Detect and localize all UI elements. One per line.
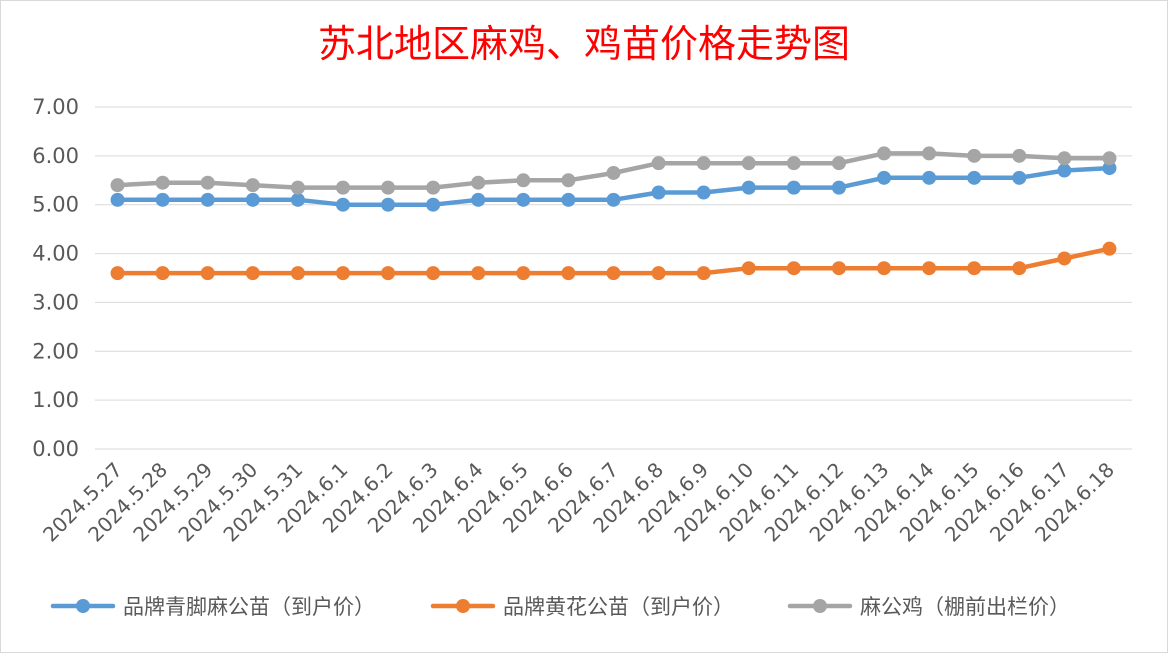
data-point	[426, 180, 441, 195]
data-point	[1057, 163, 1072, 178]
data-point	[651, 156, 666, 171]
data-point	[1102, 151, 1117, 166]
data-point	[651, 266, 666, 281]
data-point	[516, 173, 531, 188]
y-tick-label: 7.00	[32, 95, 79, 119]
data-point	[1102, 241, 1117, 256]
y-tick-label: 6.00	[32, 144, 79, 168]
data-point	[516, 266, 531, 281]
legend-swatch-marker	[456, 599, 470, 613]
data-point	[110, 192, 125, 207]
chart-title: 苏北地区麻鸡、鸡苗价格走势图	[318, 22, 850, 66]
data-point	[290, 266, 305, 281]
data-point	[426, 266, 441, 281]
data-point	[1012, 148, 1027, 163]
legend-label: 麻公鸡（棚前出栏价）	[860, 595, 1070, 619]
data-point	[1057, 151, 1072, 166]
data-point	[606, 165, 621, 180]
data-point	[1102, 161, 1117, 176]
data-point	[741, 261, 756, 276]
legend-item-1: 品牌青脚麻公苗（到户价）	[50, 595, 375, 619]
data-point	[786, 261, 801, 276]
data-point	[651, 185, 666, 200]
data-point	[967, 170, 982, 185]
data-point	[290, 192, 305, 207]
data-point	[155, 175, 170, 190]
data-point	[696, 185, 711, 200]
data-point	[831, 261, 846, 276]
legend-label: 品牌青脚麻公苗（到户价）	[123, 595, 375, 619]
data-point	[786, 156, 801, 171]
data-point	[606, 192, 621, 207]
legend-swatch-marker	[76, 599, 90, 613]
data-point	[110, 178, 125, 193]
data-point	[561, 192, 576, 207]
data-point	[922, 170, 937, 185]
series-2	[110, 241, 1117, 281]
data-point	[200, 175, 215, 190]
y-tick-label: 0.00	[32, 437, 79, 461]
legend-item-3: 麻公鸡（棚前出栏价）	[787, 595, 1070, 619]
data-point	[516, 192, 531, 207]
data-point	[967, 261, 982, 276]
data-point	[786, 180, 801, 195]
data-point	[335, 180, 350, 195]
data-point	[561, 266, 576, 281]
data-point	[696, 266, 711, 281]
y-tick-label: 4.00	[32, 242, 79, 266]
data-point	[877, 146, 892, 161]
data-point	[200, 266, 215, 281]
data-point	[290, 180, 305, 195]
y-tick-label: 5.00	[32, 193, 79, 217]
data-point	[471, 175, 486, 190]
data-point	[922, 261, 937, 276]
y-axis-tick-labels: 0.00 1.00 2.00 3.00 4.00 5.00 6.00 7.00	[32, 95, 79, 461]
data-point	[922, 146, 937, 161]
data-point	[877, 170, 892, 185]
data-point	[471, 266, 486, 281]
data-point	[245, 266, 260, 281]
data-point	[155, 192, 170, 207]
data-point	[696, 156, 711, 171]
data-point	[155, 266, 170, 281]
data-point	[741, 156, 756, 171]
y-tick-label: 2.00	[32, 339, 79, 363]
data-point	[831, 156, 846, 171]
series-1	[110, 161, 1117, 212]
series-lines	[110, 146, 1117, 281]
legend: 品牌青脚麻公苗（到户价） 品牌黄花公苗（到户价） 麻公鸡（棚前出栏价）	[50, 595, 1070, 619]
legend-label: 品牌黄花公苗（到户价）	[503, 595, 734, 619]
legend-swatch-marker	[813, 599, 827, 613]
data-point	[200, 192, 215, 207]
data-point	[561, 173, 576, 188]
y-tick-label: 3.00	[32, 290, 79, 314]
data-point	[741, 180, 756, 195]
data-point	[426, 197, 441, 212]
data-point	[967, 148, 982, 163]
data-point	[335, 197, 350, 212]
data-point	[381, 266, 396, 281]
data-point	[877, 261, 892, 276]
data-point	[245, 192, 260, 207]
data-point	[1012, 170, 1027, 185]
series-3	[110, 146, 1117, 195]
data-point	[1012, 261, 1027, 276]
data-point	[1057, 251, 1072, 266]
data-point	[471, 192, 486, 207]
y-tick-label: 1.00	[32, 388, 79, 412]
data-point	[335, 266, 350, 281]
data-point	[381, 180, 396, 195]
data-point	[110, 266, 125, 281]
data-point	[381, 197, 396, 212]
legend-item-2: 品牌黄花公苗（到户价）	[430, 595, 734, 619]
data-point	[606, 266, 621, 281]
data-point	[245, 178, 260, 193]
data-point	[831, 180, 846, 195]
